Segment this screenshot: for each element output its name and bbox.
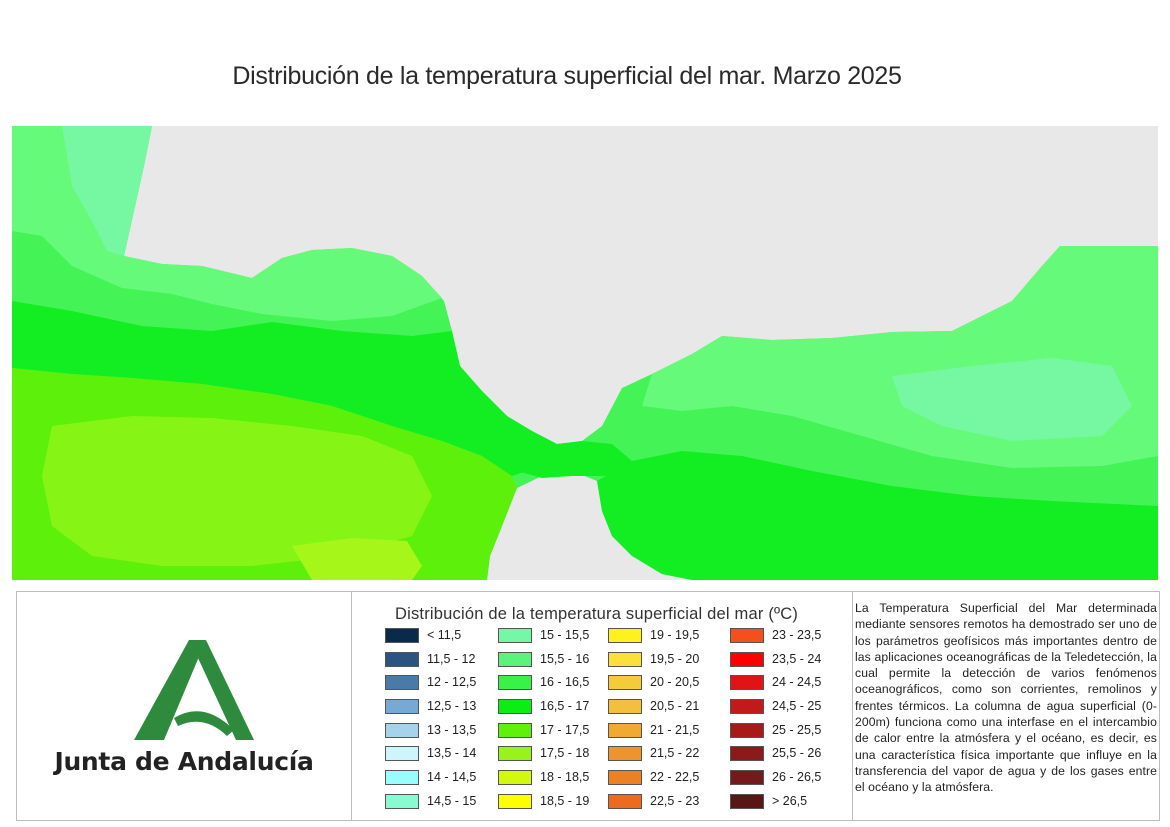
legend-label: 23,5 - 24 — [772, 651, 822, 666]
legend-swatch — [385, 746, 419, 762]
legend-swatch — [498, 699, 532, 715]
legend-label: 20,5 - 21 — [650, 699, 700, 714]
sst-map-image — [12, 126, 1158, 580]
legend-label: 15,5 - 16 — [540, 651, 590, 666]
legend-label: 18 - 18,5 — [540, 770, 590, 785]
legend-label: 20 - 20,5 — [650, 675, 700, 690]
legend-label: 13 - 13,5 — [427, 722, 477, 737]
legend-label: 15 - 15,5 — [540, 628, 590, 642]
legend-swatch — [498, 793, 532, 809]
legend-label: 12 - 12,5 — [427, 675, 477, 690]
legend-swatch — [498, 722, 532, 738]
legend-label: 21,5 - 22 — [650, 746, 700, 761]
legend-swatch — [385, 628, 419, 643]
legend-swatch — [385, 770, 419, 786]
junta-andalucia-logo-icon — [134, 640, 254, 740]
alboran-coolest — [892, 358, 1132, 441]
legend-swatch — [385, 699, 419, 715]
legend-swatch — [498, 770, 532, 786]
legend-swatch — [608, 675, 642, 691]
legend-swatch — [385, 675, 419, 691]
legend-swatch — [498, 628, 532, 643]
legend-label: 17 - 17,5 — [540, 722, 590, 737]
legend-swatch — [730, 793, 764, 809]
legend-box: Junta de Andalucía Distribución de la te… — [16, 591, 1160, 821]
legend-label: 12,5 - 13 — [427, 699, 477, 714]
legend-swatch — [608, 793, 642, 809]
legend-swatch — [608, 770, 642, 786]
legend-swatch — [608, 699, 642, 715]
legend-label: 25,5 - 26 — [772, 746, 822, 761]
atlantic-coolest — [62, 126, 152, 256]
legend-swatch — [385, 722, 419, 738]
map-title: Distribución de la temperatura superfici… — [232, 62, 902, 90]
legend-label: 18,5 - 19 — [540, 793, 590, 808]
legend-swatch — [498, 746, 532, 762]
legend-swatch — [730, 770, 764, 786]
legend-label: 24 - 24,5 — [772, 675, 822, 690]
logo-text: Junta de Andalucía — [54, 747, 314, 776]
atlantic-warmest — [292, 538, 422, 580]
legend-label: 17,5 - 18 — [540, 746, 590, 761]
legend-label: 14 - 14,5 — [427, 770, 477, 785]
legend-label: 22,5 - 23 — [650, 793, 700, 808]
legend-swatch — [498, 651, 532, 667]
legend-label: 14,5 - 15 — [427, 793, 477, 808]
legend-swatch — [730, 746, 764, 762]
legend-swatch — [498, 675, 532, 691]
legend-label: 13,5 - 14 — [427, 746, 477, 761]
legend-swatch — [385, 651, 419, 667]
legend-swatch — [730, 699, 764, 715]
legend-label: 26 - 26,5 — [772, 770, 822, 785]
legend-label: 25 - 25,5 — [772, 722, 822, 737]
legend-swatch — [608, 722, 642, 738]
atlantic-warmer — [42, 416, 432, 566]
atlantic-mid-band — [12, 301, 557, 476]
alboran-mid — [597, 451, 1158, 580]
legend-swatch — [608, 746, 642, 762]
legend-label: > 26,5 — [772, 793, 808, 808]
sst-map — [12, 126, 1158, 580]
legend-label: 19,5 - 20 — [650, 651, 700, 666]
legend-swatch — [730, 675, 764, 691]
legend-swatch — [608, 628, 642, 643]
legend-label: 16,5 - 17 — [540, 699, 590, 714]
legend-label: < 11,5 — [427, 628, 462, 642]
legend-swatch — [608, 651, 642, 667]
legend-label: 11,5 - 12 — [427, 651, 476, 666]
legend-swatch — [730, 651, 764, 667]
strait-channel — [512, 441, 632, 478]
logo-panel: Junta de Andalucía — [17, 592, 352, 820]
legend-label: 21 - 21,5 — [650, 722, 700, 737]
legend-label: 22 - 22,5 — [650, 770, 700, 785]
legend-title: Distribución de la temperatura superfici… — [395, 605, 799, 623]
description-text: La Temperatura Superficial del Mar deter… — [855, 601, 1157, 795]
legend-swatch — [730, 628, 764, 643]
legend-swatch — [385, 793, 419, 809]
legend-label: 16 - 16,5 — [540, 675, 590, 690]
legend-label: 23 - 23,5 — [772, 628, 822, 642]
legend-panel: Distribución de la temperatura superfici… — [352, 592, 853, 820]
legend-swatch — [730, 722, 764, 738]
legend-label: 19 - 19,5 — [650, 628, 700, 642]
legend-label: 24,5 - 25 — [772, 699, 822, 714]
